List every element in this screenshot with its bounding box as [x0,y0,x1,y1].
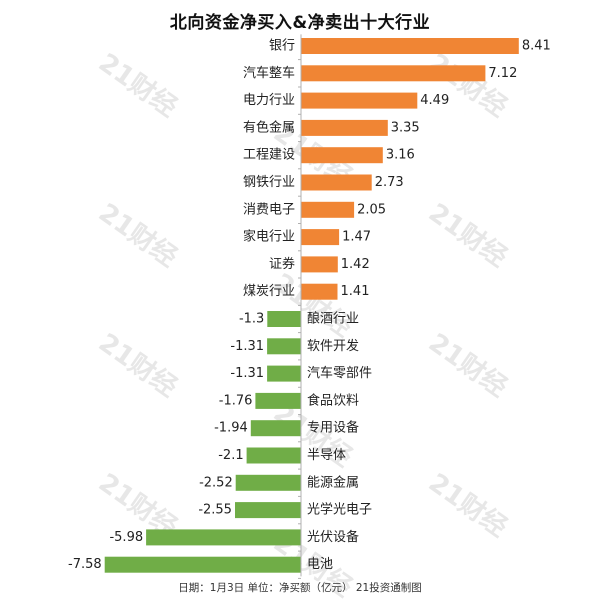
category-label-4: 有色金属 [243,119,295,135]
value-label-17: -2.52 [199,475,233,490]
value-label-12: -1.31 [230,339,264,354]
category-label-7: 消费电子 [243,202,295,217]
chart-title: 北向资金净买入&净卖出十大行业 [169,13,431,33]
bar-20 [104,556,301,573]
category-label-15: 专用设备 [307,420,359,436]
category-label-17: 能源金属 [307,474,359,490]
bar-12 [267,338,301,355]
category-label-10: 煤炭行业 [243,284,295,299]
chart-footnote: 日期：1月3日 单位：净买额（亿元） 21投资通制图 [178,582,422,594]
bar-5 [301,147,383,164]
value-label-16: -2.1 [218,448,243,463]
value-label-7: 2.05 [357,202,386,217]
category-label-1: 银行 [269,39,295,54]
category-label-11: 酿酒行业 [307,311,359,327]
bar-14 [255,392,301,409]
category-label-13: 汽车零部件 [307,365,372,381]
value-label-8: 1.47 [342,230,371,245]
bar-15 [250,420,301,437]
bar-17 [235,474,301,491]
category-label-3: 电力行业 [243,93,295,108]
bar-7 [301,201,355,218]
bar-18 [235,502,301,519]
value-label-6: 2.73 [375,175,404,190]
category-label-18: 光学光电子 [307,502,372,518]
bar-3 [301,92,418,109]
value-label-4: 3.35 [391,120,420,135]
category-label-5: 工程建设 [243,148,295,163]
category-label-12: 软件开发 [307,338,359,354]
value-label-3: 4.49 [420,93,449,108]
value-label-5: 3.16 [386,148,415,163]
bar-2 [301,65,486,82]
value-label-13: -1.31 [230,366,264,381]
bar-16 [246,447,301,464]
bar-10 [301,283,338,300]
bar-6 [301,174,372,191]
category-label-20: 电池 [307,557,333,572]
category-label-2: 汽车整车 [243,65,295,81]
value-label-11: -1.3 [239,312,264,327]
bar-19 [146,529,301,546]
value-label-18: -2.55 [198,503,232,518]
category-label-19: 光伏设备 [307,529,359,545]
category-label-6: 钢铁行业 [243,175,295,190]
category-label-9: 证券 [269,256,295,272]
value-label-14: -1.76 [219,393,253,408]
value-label-1: 8.41 [522,39,551,54]
bar-4 [301,119,388,136]
category-label-16: 半导体 [307,448,346,463]
value-label-2: 7.12 [488,66,517,81]
value-label-19: -5.98 [109,530,143,545]
bar-13 [267,365,301,382]
bar-1 [301,38,519,54]
category-label-14: 食品饮料 [307,392,359,408]
category-label-8: 家电行业 [243,229,295,245]
value-label-20: -7.58 [68,557,102,572]
bar-11 [267,311,301,327]
value-label-10: 1.41 [341,284,370,299]
value-label-15: -1.94 [214,421,248,436]
value-label-9: 1.42 [341,257,370,272]
bar-9 [301,256,338,273]
bar-8 [301,229,340,246]
